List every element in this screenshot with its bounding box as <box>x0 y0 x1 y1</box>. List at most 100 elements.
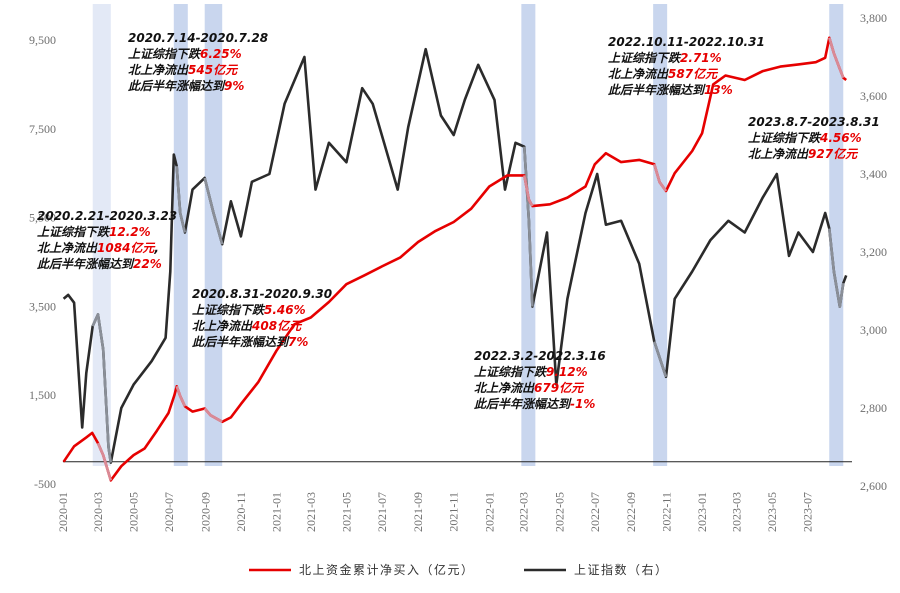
annotation-value: 13% <box>704 83 733 97</box>
y-axis-left: -500 1,500 3,500 5,500 7,500 9,500 <box>29 33 56 491</box>
x-tick-label: 2022-09 <box>624 492 638 532</box>
series-2-highlight-segment-6 <box>828 228 845 308</box>
annotation-line: 北上净流出587亿元 <box>608 67 719 81</box>
annotation-text: , <box>153 241 159 255</box>
annotation-value: 927亿元 <box>808 147 859 161</box>
x-tick-label: 2023-05 <box>765 492 779 532</box>
y-right-tick-label: 3,600 <box>860 89 887 103</box>
x-tick-label: 2023-01 <box>695 492 709 532</box>
annotation-line: 上证综指下跌2.71% <box>608 51 722 65</box>
annotation-line: 上证综指下跌9.12% <box>474 365 588 379</box>
annotation-value: 4.56% <box>819 131 862 145</box>
annotation-text: 上证综指下跌 <box>192 303 266 317</box>
y-left-tick-label: 1,500 <box>29 388 56 402</box>
annotation-line: 上证综指下跌6.25% <box>128 47 242 61</box>
y-right-tick-label: 3,400 <box>860 167 887 181</box>
legend: 北上资金累计净买入（亿元） 上证指数（右） <box>249 562 669 577</box>
annotation-value: -1% <box>570 397 595 411</box>
annotation-line: 2022.3.2-2022.3.16 <box>474 349 606 363</box>
annotation-line: 上证综指下跌5.46% <box>192 303 306 317</box>
annotation-value: 408亿元 <box>251 319 303 333</box>
x-tick-label: 2020-05 <box>127 492 141 532</box>
annotation-text: 2020.7.14-2020.7.28 <box>128 31 268 45</box>
series-line-1 <box>62 36 848 482</box>
highlight-band-3 <box>204 4 223 466</box>
y-right-tick-label: 3,800 <box>860 11 887 25</box>
x-tick-label: 2022-01 <box>482 492 496 532</box>
series-lines <box>62 36 848 482</box>
x-tick-label: 2020-07 <box>162 492 176 532</box>
series-1-highlight-segment-2 <box>175 385 187 407</box>
x-tick-label: 2020-03 <box>91 492 105 532</box>
annotation-value: 9% <box>224 79 244 93</box>
y-left-tick-label: 5,500 <box>29 211 56 225</box>
annotation-line: 北上净流出408亿元 <box>192 319 303 333</box>
y-left-tick-label: 7,500 <box>29 122 56 136</box>
annotation-4: 2022.3.2-2022.3.16 上证综指下跌9.12% 北上净流出679亿元此… <box>474 349 606 411</box>
annotation-text: 上证综指下跌 <box>474 365 548 379</box>
x-tick-label: 2021-11 <box>447 492 461 532</box>
x-tick-label: 2020-01 <box>56 492 70 532</box>
x-tick-label: 2022-11 <box>660 492 674 532</box>
annotation-text: 此后半年涨幅达到 <box>192 335 290 349</box>
x-tick-label: 2020-09 <box>198 492 212 532</box>
x-tick-label: 2023-07 <box>801 492 815 532</box>
x-tick-label: 2022-07 <box>588 492 602 532</box>
annotation-text: 上证综指下跌 <box>128 47 202 61</box>
x-tick-label: 2021-07 <box>375 492 389 532</box>
annotation-text: 此后半年涨幅达到 <box>128 79 226 93</box>
series-2-highlight-segment-1 <box>91 313 113 463</box>
annotation-line: 2020.8.31-2020.9.30 <box>192 287 332 301</box>
annotation-value: 6.25% <box>200 47 242 61</box>
annotation-text: 2023.8.7-2023.8.31 <box>748 115 880 129</box>
annotation-line: 北上净流出1084亿元, <box>37 241 159 255</box>
legend-label-2: 上证指数（右） <box>574 562 669 577</box>
annotation-line: 北上净流出927亿元 <box>748 147 859 161</box>
legend-label-1: 北上资金累计净买入（亿元） <box>299 562 475 577</box>
annotation-line: 此后半年涨幅达到-1% <box>474 397 595 411</box>
series-1-highlight-segment-1 <box>96 442 113 481</box>
annotation-text: 北上净流出 <box>192 319 253 333</box>
annotation-3: 2020.8.31-2020.9.30 上证综指下跌5.46% 北上净流出408亿元… <box>192 287 332 349</box>
y-axis-right: 2,600 2,800 3,000 3,200 3,400 3,600 3,800 <box>860 11 887 493</box>
annotation-value: 587亿元 <box>668 67 719 81</box>
annotation-line: 2022.10.11-2022.10.31 <box>608 35 765 49</box>
annotation-text: 北上净流出 <box>128 63 189 77</box>
series-2-highlight-segment-2 <box>175 166 187 233</box>
annotation-line: 此后半年涨幅达到22% <box>37 257 162 271</box>
annotation-text: 北上净流出 <box>748 147 809 161</box>
annotation-value: 5.46% <box>264 303 306 317</box>
series-line-2 <box>62 47 848 464</box>
series-2-highlight-segment-4 <box>523 146 534 307</box>
annotation-line: 北上净流出679亿元 <box>474 381 585 395</box>
series-1-highlight-segment-3 <box>203 407 223 423</box>
annotation-value: 679亿元 <box>534 381 585 395</box>
x-tick-label: 2021-05 <box>339 492 353 532</box>
annotation-line: 此后半年涨幅达到9% <box>128 79 244 93</box>
highlight-band-2 <box>173 4 188 466</box>
x-tick-label: 2020-11 <box>234 492 248 532</box>
x-tick-label: 2022-03 <box>517 492 531 532</box>
highlight-band-6 <box>829 4 844 466</box>
series-1-highlight-segment-6 <box>828 37 845 79</box>
annotation-text: 北上净流出 <box>37 241 98 255</box>
x-tick-label: 2021-03 <box>304 492 318 532</box>
annotation-text: 上证综指下跌 <box>37 225 111 239</box>
annotation-text: 此后半年涨幅达到 <box>608 83 706 97</box>
y-right-tick-label: 2,600 <box>860 479 887 493</box>
annotation-value: 22% <box>133 257 162 271</box>
annotation-value: 9.12% <box>546 365 588 379</box>
annotation-line: 上证综指下跌12.2% <box>37 225 151 239</box>
annotation-text: 2020.8.31-2020.9.30 <box>192 287 332 301</box>
annotation-text: 上证综指下跌 <box>608 51 682 65</box>
annotation-line: 2020.2.21-2020.3.23 <box>37 209 177 223</box>
series-2-highlight-segment-5 <box>653 341 668 378</box>
annotation-text: 2020.2.21-2020.3.23 <box>37 209 177 223</box>
x-tick-label: 2023-03 <box>730 492 744 532</box>
y-left-tick-label: 3,500 <box>29 299 56 313</box>
y-right-tick-label: 3,000 <box>860 323 887 337</box>
annotation-text: 上证综指下跌 <box>748 131 822 145</box>
annotation-text: 2022.10.11-2022.10.31 <box>608 35 765 49</box>
annotation-line: 上证综指下跌4.56% <box>748 131 862 145</box>
